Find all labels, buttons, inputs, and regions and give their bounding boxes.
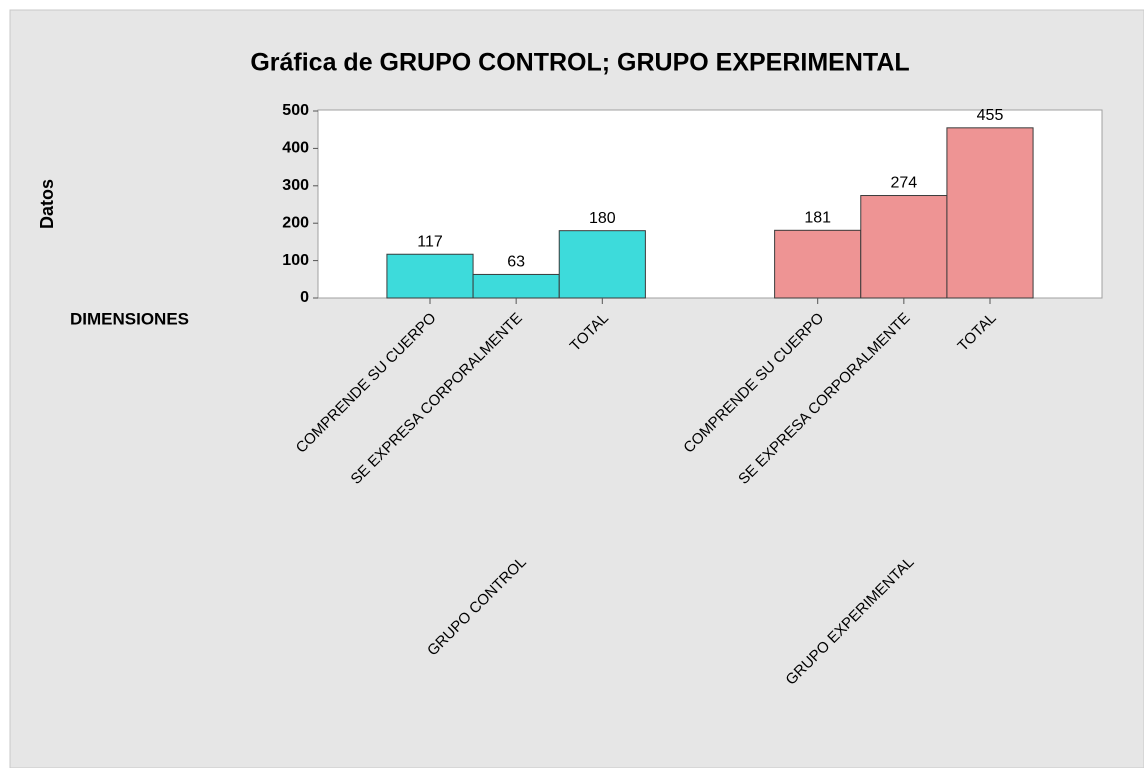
y-tick-label: 500: [282, 102, 309, 119]
data-label: 274: [890, 175, 917, 192]
bar: [860, 195, 948, 299]
chart-title: Gráfica de GRUPO CONTROL; GRUPO EXPERIME…: [250, 49, 909, 77]
data-label: 455: [977, 107, 1004, 124]
y-tick-label: 200: [282, 214, 309, 231]
x-axis-label: DIMENSIONES: [70, 309, 189, 328]
data-label: 117: [417, 233, 443, 250]
data-label: 180: [589, 210, 616, 227]
y-tick-label: 300: [282, 177, 309, 194]
bar: [386, 253, 474, 299]
bar: [946, 127, 1034, 299]
bar: [472, 273, 560, 299]
y-axis-label: Datos: [37, 179, 57, 229]
y-tick-label: 0: [300, 289, 309, 306]
bar: [558, 230, 646, 299]
y-tick-label: 100: [282, 252, 309, 269]
bar: [774, 229, 862, 299]
data-label: 63: [507, 254, 525, 271]
y-tick-label: 400: [282, 140, 309, 157]
data-label: 181: [804, 210, 831, 227]
